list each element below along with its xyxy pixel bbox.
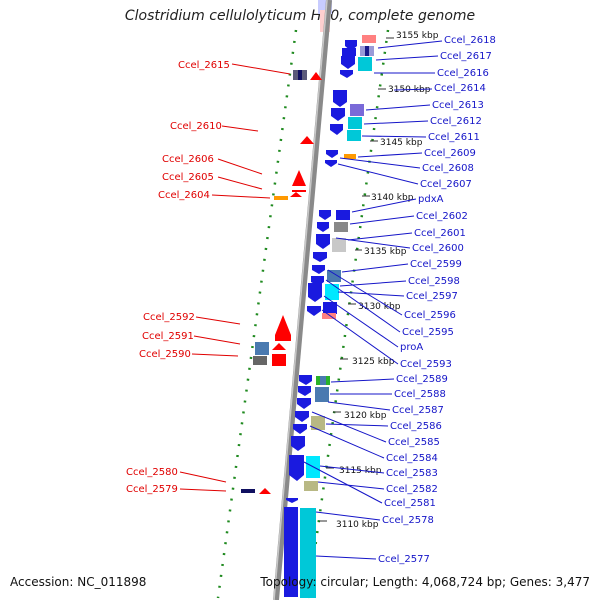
forward-genes[interactable]	[284, 40, 357, 597]
gene-arrow	[333, 90, 347, 107]
gene-label: Ccel_2616	[437, 68, 489, 79]
gene-label: Ccel_2610	[170, 121, 222, 132]
gene-arrow	[317, 222, 329, 232]
gene-label: Ccel_2593	[400, 359, 452, 370]
genome-backbone	[273, 0, 332, 600]
gene-label: Ccel_2596	[404, 310, 456, 321]
kbp-label: 3135 kbp	[364, 247, 407, 257]
gene-arrow	[316, 234, 330, 249]
gene-label: Ccel_2606	[162, 154, 214, 165]
guide-lines	[216, 29, 390, 599]
gene-label: Ccel_2585	[388, 437, 440, 448]
gene-arrow	[331, 108, 345, 121]
gene-label: Ccel_2587	[392, 405, 444, 416]
gene-label: Ccel_2590	[139, 349, 191, 360]
gene-label: Ccel_2605	[162, 172, 214, 183]
gene-label: Ccel_2602	[416, 211, 468, 222]
gene-label: Ccel_2582	[386, 484, 438, 495]
gene-label: Ccel_2618	[444, 35, 496, 46]
topology-text: Topology: circular; Length: 4,068,724 bp…	[260, 575, 590, 589]
gene-label: Ccel_2579	[126, 484, 178, 495]
gene-arrow	[307, 306, 321, 316]
gene-arrow	[289, 455, 304, 481]
gene-label: Ccel_2597	[406, 291, 458, 302]
gene-label: Ccel_2600	[412, 243, 464, 254]
gene-arrow	[293, 424, 307, 434]
gene-arrow	[284, 507, 298, 597]
gene-arrow	[312, 265, 325, 274]
gene-label: Ccel_2592	[143, 312, 195, 323]
gene-arrow	[299, 375, 312, 385]
gene-label: Ccel_2615	[178, 60, 230, 71]
gene-label: Ccel_2608	[422, 163, 474, 174]
gene-label: Ccel_2581	[384, 498, 436, 509]
gene-arrow	[295, 411, 309, 422]
gene-arrow	[319, 210, 331, 220]
left-labels: Ccel_2615 Ccel_2610 Ccel_2606 Ccel_2605 …	[126, 60, 291, 495]
gene-arrow	[325, 160, 337, 167]
gene-blocks[interactable]	[300, 35, 376, 598]
gene-label: Ccel_2584	[386, 453, 438, 464]
gene-arrow	[291, 436, 305, 451]
gene-label: Ccel_2604	[158, 190, 210, 201]
kbp-label: 3130 kbp	[358, 302, 401, 312]
gene-label: Ccel_2613	[432, 100, 484, 111]
kbp-label: 3125 kbp	[352, 357, 395, 367]
gene-label: Ccel_2589	[396, 374, 448, 385]
kbp-label: 3155 kbp	[396, 31, 439, 41]
kbp-label: 3115 kbp	[339, 466, 382, 476]
gene-label: Ccel_2601	[414, 228, 466, 239]
genome-title: Clostridium cellulolyticum H10, complete…	[124, 8, 476, 24]
gene-label: Ccel_2617	[440, 51, 492, 62]
gene-label: Ccel_2578	[382, 515, 434, 526]
gene-label: pdxA	[418, 194, 444, 205]
gene-label: Ccel_2595	[402, 327, 454, 338]
gene-arrow	[308, 283, 322, 302]
gene-label: Ccel_2580	[126, 467, 178, 478]
gene-label: Ccel_2577	[378, 554, 430, 565]
kbp-label: 3145 kbp	[380, 138, 423, 148]
gene-arrow	[341, 56, 355, 69]
gene-label: Ccel_2609	[424, 148, 476, 159]
gene-arrow	[326, 150, 338, 158]
gene-label: Ccel_2612	[430, 116, 482, 127]
gene-label: Ccel_2583	[386, 468, 438, 479]
gene-label: Ccel_2598	[408, 276, 460, 287]
right-labels: Ccel_2618 Ccel_2617 Ccel_2616 Ccel_2614 …	[303, 35, 496, 565]
gene-block	[342, 48, 356, 56]
gene-label: Ccel_2599	[410, 259, 462, 270]
gene-label: proA	[400, 342, 423, 353]
kbp-label: 3110 kbp	[336, 520, 379, 530]
gene-label: Ccel_2591	[142, 331, 194, 342]
gene-arrow	[286, 498, 298, 503]
gene-arrow	[297, 398, 311, 409]
gene-arrow	[330, 124, 343, 135]
gene-arrow	[340, 70, 353, 78]
gene-label: Ccel_2611	[428, 132, 480, 143]
gene-label: Ccel_2607	[420, 179, 472, 190]
kbp-label: 3120 kbp	[344, 411, 387, 421]
kbp-label: 3140 kbp	[371, 193, 414, 203]
gene-label: Ccel_2588	[394, 389, 446, 400]
accession-text: Accession: NC_011898	[10, 575, 147, 589]
gene-label: Ccel_2614	[434, 83, 486, 94]
reverse-genes[interactable]	[241, 70, 322, 494]
gene-arrow	[313, 252, 327, 262]
gene-arrow	[298, 386, 311, 396]
gene-label: Ccel_2586	[390, 421, 442, 432]
